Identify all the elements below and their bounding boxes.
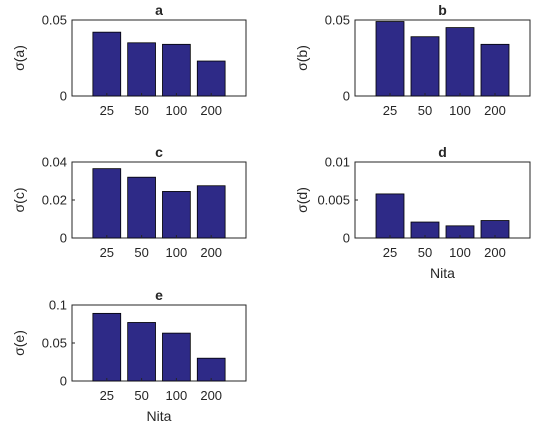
x-tick-label: 100: [449, 245, 471, 260]
bar-50: [127, 322, 156, 382]
x-tick-label: 25: [100, 388, 114, 403]
x-tick-label: 200: [200, 245, 222, 260]
y-tick-label: 0.05: [325, 13, 350, 28]
y-tick-label: 0.05: [42, 336, 67, 351]
bar-100: [445, 27, 475, 97]
bar-100: [162, 332, 191, 382]
x-tick-label: 100: [166, 388, 188, 403]
subplot-d: 25 50 100 200 0 0.005 0.01 d σ(d) Nita: [294, 144, 531, 281]
subplot-title: e: [155, 287, 163, 303]
x-tick-label: 50: [418, 245, 432, 260]
y-tick-label: 0: [60, 374, 67, 389]
bar-25: [92, 31, 122, 97]
y-tick-label: 0.1: [49, 298, 67, 313]
y-tick-label: 0: [343, 89, 350, 104]
x-tick-label: 25: [383, 245, 397, 260]
bar-50: [127, 176, 156, 239]
bar-200: [480, 43, 510, 97]
x-tick-label: 100: [166, 103, 188, 118]
x-tick-label: 25: [100, 103, 114, 118]
subplot-b: 25 50 100 200 0 0.05 b σ(b): [294, 2, 531, 118]
x-tick-label: 50: [418, 103, 432, 118]
subplot-title: a: [155, 2, 163, 18]
x-tick-label: 200: [484, 245, 506, 260]
bar-25: [92, 312, 122, 382]
x-tick-label: 25: [100, 245, 114, 260]
subplot-a: 25 50 100 200 0 0.05 a σ(a): [11, 2, 247, 118]
subplot-title: c: [155, 144, 163, 160]
x-tick-label: 200: [200, 103, 222, 118]
y-axis-label: σ(a): [11, 45, 27, 71]
y-tick-label: 0: [60, 231, 67, 246]
y-tick-label: 0.02: [42, 193, 67, 208]
bar-25: [92, 168, 122, 239]
y-tick-label: 0: [343, 231, 350, 246]
y-tick-label: 0.01: [325, 155, 350, 170]
x-tick-label: 100: [166, 245, 188, 260]
y-axis-label: σ(e): [11, 330, 27, 356]
y-axis-label: σ(d): [294, 187, 310, 213]
x-tick-label: 200: [484, 103, 506, 118]
x-tick-label: 50: [134, 103, 148, 118]
bar-200: [196, 185, 226, 239]
bar-100: [162, 191, 191, 239]
x-axis-label: Nita: [147, 408, 172, 424]
y-tick-label: 0.05: [42, 13, 67, 28]
x-tick-label: 25: [383, 103, 397, 118]
bar-50: [410, 36, 440, 97]
y-tick-label: 0: [60, 89, 67, 104]
bar-25: [375, 193, 405, 239]
y-tick-label: 0.005: [317, 193, 350, 208]
x-axis-label: Nita: [430, 265, 455, 281]
x-tick-label: 50: [134, 388, 148, 403]
subplot-c: 25 50 100 200 0 0.02 0.04 c σ(c): [11, 144, 247, 260]
subplot-e: 25 50 100 200 0 0.05 0.1 e σ(e) Nita: [11, 287, 247, 424]
subplot-title: b: [438, 2, 447, 18]
x-tick-label: 50: [134, 245, 148, 260]
bar-100: [162, 43, 191, 97]
bar-200: [196, 60, 226, 97]
subplot-title: d: [438, 144, 447, 160]
x-tick-label: 200: [200, 388, 222, 403]
bar-50: [127, 42, 156, 97]
y-tick-label: 0.04: [42, 155, 67, 170]
y-axis-label: σ(c): [11, 188, 27, 213]
bar-25: [375, 21, 405, 97]
x-tick-label: 100: [449, 103, 471, 118]
bar-200: [196, 357, 226, 382]
y-axis-label: σ(b): [294, 45, 310, 71]
